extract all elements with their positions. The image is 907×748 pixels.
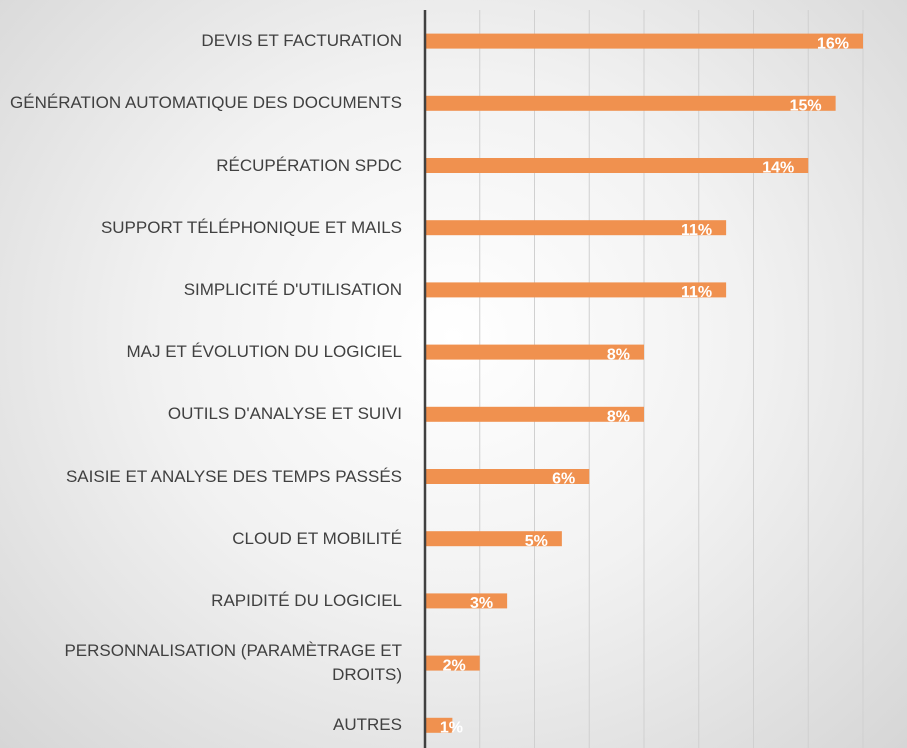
data-label: 11% [681,222,712,239]
bar [425,95,836,111]
category-label: SAISIE ET ANALYSE DES TEMPS PASSÉS [65,466,402,486]
category-label: RÉCUPÉRATION SPDC [216,155,402,175]
bar [425,593,508,609]
category-label: PERSONNALISATION (PARAMÈTRAGE ET DROITS) [64,641,402,685]
category-label: SIMPLICITÉ D'UTILISATION [183,279,402,299]
data-label: 6% [552,471,575,488]
category-label: AUTRES [333,715,402,735]
bar [425,406,644,422]
bar [425,469,590,484]
bar [425,282,727,298]
bar [425,717,453,733]
data-label: 8% [607,409,630,426]
data-label: 15% [790,98,822,115]
data-label: 14% [762,160,794,177]
category-label: RAPIDITÉ DU LOGICIEL [211,590,402,610]
data-label: 2% [443,657,466,674]
bar [425,531,562,547]
bar [425,655,480,671]
data-label: 16% [817,35,849,52]
category-label: DEVIS ET FACTURATION [201,31,402,51]
data-label: 5% [525,533,548,550]
category-label: SUPPORT TÉLÉPHONIQUE ET MAILS [100,217,402,237]
category-label: CLOUD ET MOBILITÉ [232,528,402,548]
bar [425,158,809,173]
category-label: GÉNÉRATION AUTOMATIQUE DES DOCUMENTS [10,93,402,113]
bar [425,344,644,360]
data-label: 1% [440,720,463,737]
data-label: 8% [607,346,630,363]
data-label: 3% [470,595,493,612]
bar [425,220,727,236]
category-label: OUTILS D'ANALYSE ET SUIVI [167,404,402,424]
data-label: 11% [681,284,712,301]
category-label: MAJ ET ÉVOLUTION DU LOGICIEL [126,342,402,362]
bar [425,33,863,49]
